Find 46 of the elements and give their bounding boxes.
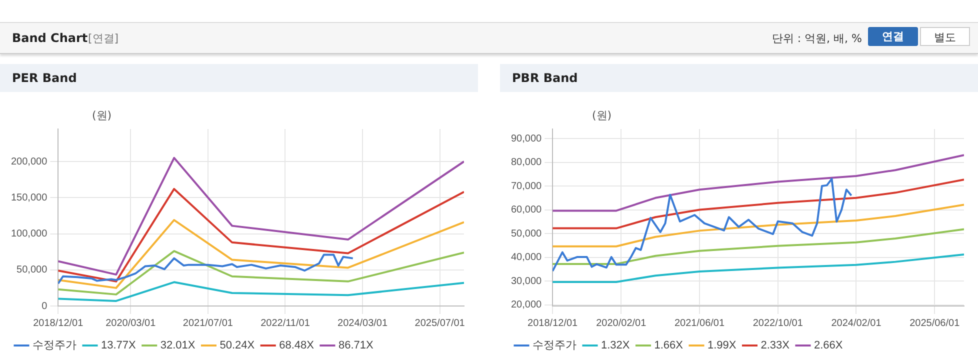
x-tick-label: 2021/06/01 (674, 318, 725, 329)
text: 연결 (868, 27, 918, 46)
x-tick-label: 2025/07/01 (414, 318, 466, 329)
x-tick-label: 2022/11/01 (260, 318, 310, 329)
x-tick-label: 2020/03/01 (106, 318, 156, 329)
y-tick-label: 30,000 (510, 276, 542, 287)
y-tick-label: 70,000 (510, 180, 542, 192)
y-tick-label: 40,000 (510, 252, 542, 264)
y-tick-label: 0 (42, 300, 48, 312)
y-tick-label: 50,000 (510, 228, 542, 240)
y-tick-label: 50,000 (16, 264, 48, 276)
legend-label: 2.33X (760, 340, 790, 352)
x-tick-label: 2024/03/01 (338, 318, 388, 329)
legend-label: 32.01X (160, 340, 196, 352)
x-tick-label: 2018/12/01 (33, 318, 84, 329)
y-axis-title: (원) (592, 108, 612, 123)
text: Band Chart (12, 31, 88, 45)
chart-title: PER Band (0, 64, 478, 92)
x-tick-label: 2020/02/01 (596, 318, 647, 329)
legend-label: 13.77X (101, 340, 137, 352)
legend-label: 수정주가 (32, 340, 76, 352)
x-tick-label: 2025/06/01 (910, 318, 960, 329)
y-tick-label: 100,000 (10, 228, 48, 240)
x-tick-label: 2022/10/01 (752, 318, 804, 329)
text: [연결] (88, 31, 119, 46)
legend-label: 86.71X (338, 340, 374, 352)
chart-title: PBR Band (500, 64, 978, 92)
x-tick-label: 2018/12/01 (528, 318, 578, 329)
legend-label: 68.48X (279, 340, 315, 352)
text: 별도 (920, 27, 970, 46)
y-tick-label: 20,000 (510, 300, 542, 311)
y-tick-label: 60,000 (510, 204, 542, 216)
y-tick-label: 200,000 (10, 156, 48, 168)
legend-label: 1.66X (654, 340, 684, 352)
legend-label: 50.24X (220, 340, 256, 352)
legend-label: 수정주가 (532, 340, 576, 352)
y-axis-title: (원) (92, 108, 112, 123)
legend-label: 1.32X (601, 340, 630, 352)
y-tick-label: 90,000 (510, 133, 542, 144)
x-tick-label: 2021/07/01 (182, 318, 234, 329)
y-tick-label: 150,000 (10, 192, 48, 204)
x-tick-label: 2024/02/01 (831, 318, 882, 329)
legend-label: 2.66X (814, 340, 844, 352)
legend-label: 1.99X (707, 340, 737, 352)
y-tick-label: 80,000 (510, 157, 542, 168)
text: 단위 : 억원, 배, % (772, 31, 862, 46)
